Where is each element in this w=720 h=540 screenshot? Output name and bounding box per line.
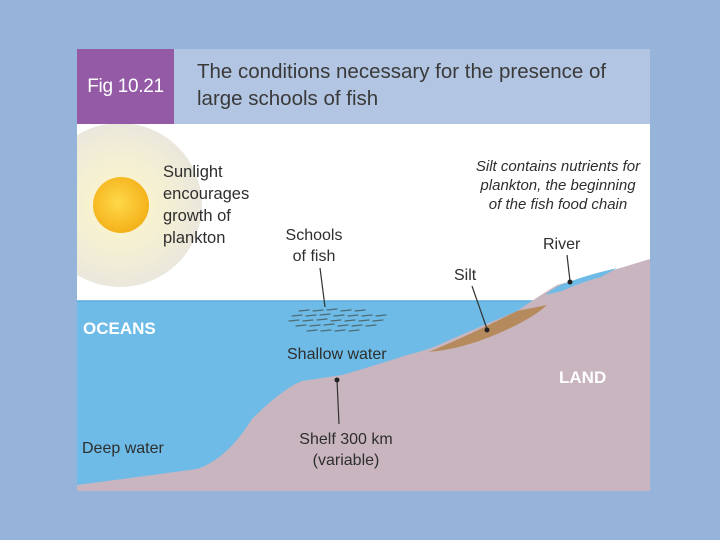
river-label: River [543, 236, 581, 253]
river-leader-dot [567, 279, 573, 285]
coastal-cross-section [77, 123, 650, 491]
deep-water-label: Deep water [82, 440, 164, 457]
figure-number-badge: Fig 10.21 [77, 49, 174, 124]
silt-nutrients-note: Silt contains nutrients for plankton, th… [475, 158, 641, 213]
silt-label: Silt [454, 267, 477, 284]
school-of-fish-icon [288, 308, 387, 332]
silt-leader-line [471, 285, 488, 330]
figure-title: The conditions necessary for the presenc… [197, 60, 607, 110]
figure-panel: Fig 10.21 The conditions necessary for t… [77, 49, 650, 491]
sun-icon [93, 177, 149, 233]
shallow-water-label: Shallow water [287, 346, 387, 363]
river-leader-line [566, 254, 571, 282]
schools-of-fish-label: Schools of fish [285, 227, 343, 265]
silt-leader-dot [484, 327, 490, 333]
shelf-leader-dot [334, 377, 340, 383]
schools-leader-line [319, 267, 326, 308]
shelf-label: Shelf 300 km (variable) [299, 431, 393, 469]
land-label: LAND [559, 368, 607, 387]
shelf-leader-line [336, 379, 340, 425]
river-water [545, 268, 617, 295]
sunlight-label: Sunlight encourages growth of plankton [163, 163, 250, 247]
oceans-label: OCEANS [83, 319, 156, 338]
